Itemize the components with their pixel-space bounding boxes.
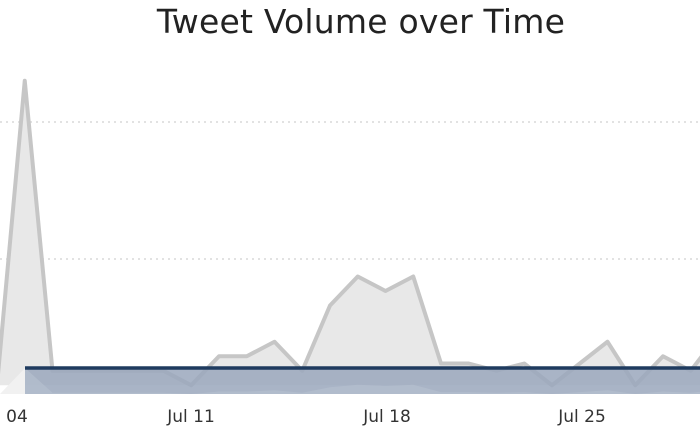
navigator-silhouette [25, 368, 700, 394]
navigator-left-handle[interactable] [0, 368, 25, 394]
area-layer [0, 78, 700, 388]
x-tick-label: Jul 11 [166, 407, 215, 427]
chart-title: Tweet Volume over Time [156, 2, 566, 41]
range-navigator[interactable] [0, 366, 700, 394]
x-tick-label: 04 [6, 407, 28, 427]
x-tick-label: Jul 18 [362, 407, 411, 427]
x-tick-label: Jul 25 [557, 407, 606, 427]
gridlines [0, 121, 700, 260]
series-area [0, 80, 700, 386]
